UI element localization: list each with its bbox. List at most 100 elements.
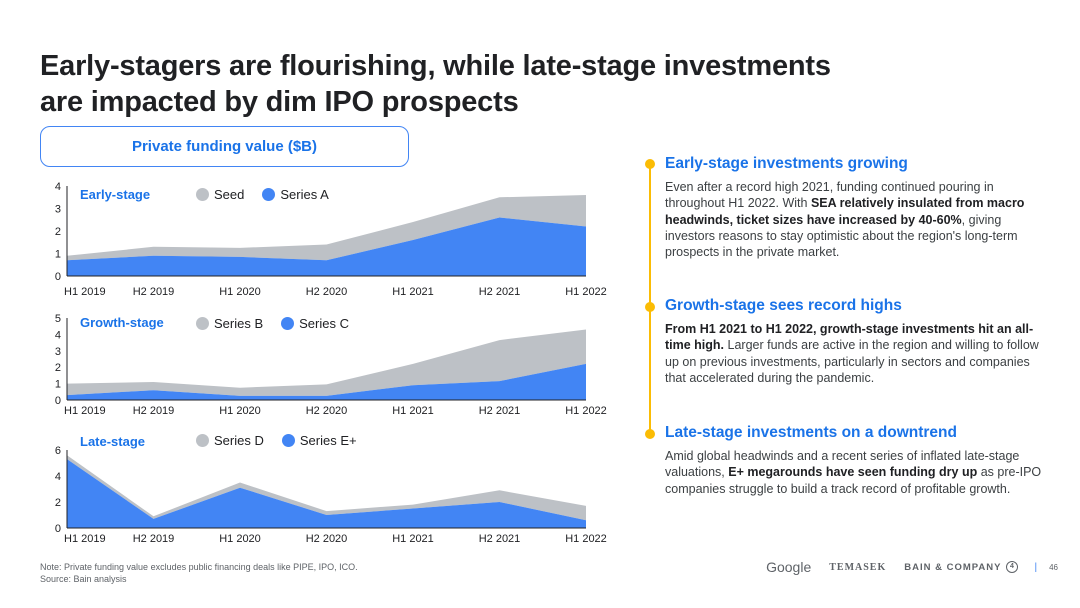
x-tick-label: H2 2020 <box>306 533 348 545</box>
legend-label-series-e-plus: Series E+ <box>299 433 357 448</box>
legend-dot-gray <box>196 188 209 201</box>
legend-dot-gray <box>196 434 209 447</box>
legend-late-stage: Series D Series E+ <box>196 433 375 448</box>
x-tick-label: H1 2020 <box>219 533 261 545</box>
legend-dot-blue <box>262 188 276 201</box>
legend-label-series-d: Series D <box>214 433 264 448</box>
y-tick-label: 0 <box>55 395 61 407</box>
y-tick-label: 0 <box>55 271 61 283</box>
legend-label-seed: Seed <box>214 187 245 202</box>
legend-early-stage: Seed Series A <box>196 187 347 202</box>
bain-logo: BAIN & COMPANY 4 <box>904 561 1019 573</box>
chart-title-late-stage: Late-stage <box>80 434 146 449</box>
section-growth-stage: Growth-stage sees record highs From H1 2… <box>665 297 1045 386</box>
y-tick-label: 4 <box>55 329 61 341</box>
footnote-note: Note: Private funding value excludes pub… <box>40 562 358 572</box>
section-heading: Growth-stage sees record highs <box>665 297 902 314</box>
y-tick-label: 1 <box>55 249 61 261</box>
slide-title-line-2: are impacted by dim IPO prospects <box>40 86 519 118</box>
chart-title-early-stage: Early-stage <box>80 187 151 202</box>
area-seed <box>67 195 586 261</box>
growth-stage-plot: 0 1 2 3 4 5 H1 2019 H2 2019 H1 2020 H2 2020 H1 202… <box>55 313 607 417</box>
x-tick-label: H1 2019 <box>64 286 106 298</box>
legend-growth-stage: Series B Series C <box>196 316 367 331</box>
x-tick-label: H1 2021 <box>392 405 434 417</box>
legend-item-series-b: Series B <box>196 316 263 331</box>
legend-item-series-c: Series C <box>281 316 349 331</box>
x-tick-label: H1 2021 <box>392 286 434 298</box>
section-heading: Late-stage investments on a downtrend <box>665 424 957 441</box>
page-number: 46 <box>1049 562 1058 572</box>
x-tick-label: H1 2021 <box>392 533 434 545</box>
area-series-c <box>67 363 586 400</box>
legend-item-series-e-plus: Series E+ <box>281 433 357 448</box>
section-body: Amid global headwinds and a recent serie… <box>665 449 1042 496</box>
x-tick-label: H1 2020 <box>219 405 261 417</box>
y-tick-label: 3 <box>55 346 61 358</box>
legend-dot-gray <box>196 317 209 330</box>
y-tick-label: 3 <box>55 204 61 216</box>
footnote: Note: Private funding value excludes pub… <box>40 561 358 585</box>
y-tick-label: 1 <box>55 379 61 391</box>
x-tick-label: H2 2021 <box>479 405 521 417</box>
area-series-a <box>67 217 586 276</box>
x-tick-label: H2 2019 <box>133 405 175 417</box>
area-series-d <box>67 455 586 521</box>
bain-circle-icon: 4 <box>1006 561 1019 573</box>
section-body: Even after a record high 2021, funding c… <box>665 180 1025 260</box>
legend-item-seed: Seed <box>196 187 244 202</box>
x-tick-label: H1 2022 <box>565 533 607 545</box>
google-logo: Google <box>766 559 812 575</box>
section-early-stage: Early-stage investments growing Even aft… <box>665 155 1045 260</box>
section-body: From H1 2021 to H1 2022, growth-stage in… <box>665 322 1039 385</box>
legend-dot-blue <box>281 434 295 447</box>
y-tick-label: 2 <box>55 497 61 509</box>
early-stage-plot: 0 1 2 3 4 H1 2019 H2 2019 H1 2020 H2 2020 H1 2021… <box>55 181 607 298</box>
legend-label-series-a: Series A <box>280 187 329 202</box>
late-stage-plot: 0 2 4 6 H1 2019 H2 2019 H1 2020 H2 2020 H1 2021 H… <box>55 445 607 545</box>
x-tick-label: H2 2020 <box>306 286 348 298</box>
y-tick-label: 2 <box>55 226 61 238</box>
panel-title: Private funding value ($B) <box>131 138 318 155</box>
footer-separator: | <box>1034 561 1038 573</box>
x-tick-label: H1 2020 <box>219 286 261 298</box>
legend-item-series-d: Series D <box>196 433 264 448</box>
chart-title-growth-stage: Growth-stage <box>80 315 164 330</box>
section-heading: Early-stage investments growing <box>665 155 908 172</box>
area-series-b <box>67 329 586 396</box>
x-tick-label: H2 2021 <box>479 286 521 298</box>
legend-item-series-a: Series A <box>262 187 329 202</box>
timeline-dot-3 <box>645 429 655 439</box>
x-tick-label: H1 2019 <box>64 533 106 545</box>
footer-logos: Google TEMASEK BAIN & COMPANY 4 | 46 <box>766 559 1058 575</box>
x-tick-label: H1 2022 <box>565 405 607 417</box>
y-tick-label: 6 <box>55 445 61 457</box>
x-tick-label: H1 2019 <box>64 405 106 417</box>
temasek-logo: TEMASEK <box>829 561 887 573</box>
timeline-dot-1 <box>645 159 655 169</box>
early-stage-chart: Early-stage Seed Series A 0 1 2 3 4 H1 2019 H2… <box>36 178 626 300</box>
x-tick-label: H2 2021 <box>479 533 521 545</box>
timeline-line <box>649 164 651 434</box>
slide-title: Early-stagers are flourishing, while lat… <box>40 48 940 120</box>
x-tick-label: H1 2022 <box>565 286 607 298</box>
slide-title-line-1: Early-stagers are flourishing, while lat… <box>40 50 831 82</box>
y-tick-label: 5 <box>55 313 61 325</box>
footnote-source: Source: Bain analysis <box>40 574 127 584</box>
growth-stage-chart: Growth-stage Series B Series C 0 1 2 3 4 5 H1 … <box>36 310 626 422</box>
x-tick-label: H2 2020 <box>306 405 348 417</box>
legend-label-series-c: Series C <box>299 316 349 331</box>
y-tick-label: 2 <box>55 362 61 374</box>
late-stage-chart: Late-stage Series D Series E+ 0 2 4 6 H1 201… <box>36 428 626 550</box>
section-late-stage: Late-stage investments on a downtrend Am… <box>665 424 1045 497</box>
panel-title-box: Private funding value ($B) <box>40 126 409 167</box>
y-tick-label: 0 <box>55 523 61 535</box>
x-tick-label: H2 2019 <box>133 286 175 298</box>
timeline-dot-2 <box>645 302 655 312</box>
legend-label-series-b: Series B <box>214 316 264 331</box>
legend-dot-blue <box>281 317 295 330</box>
area-series-e-plus <box>67 459 586 528</box>
y-tick-label: 4 <box>55 181 61 193</box>
y-tick-label: 4 <box>55 471 61 483</box>
x-tick-label: H2 2019 <box>133 533 175 545</box>
